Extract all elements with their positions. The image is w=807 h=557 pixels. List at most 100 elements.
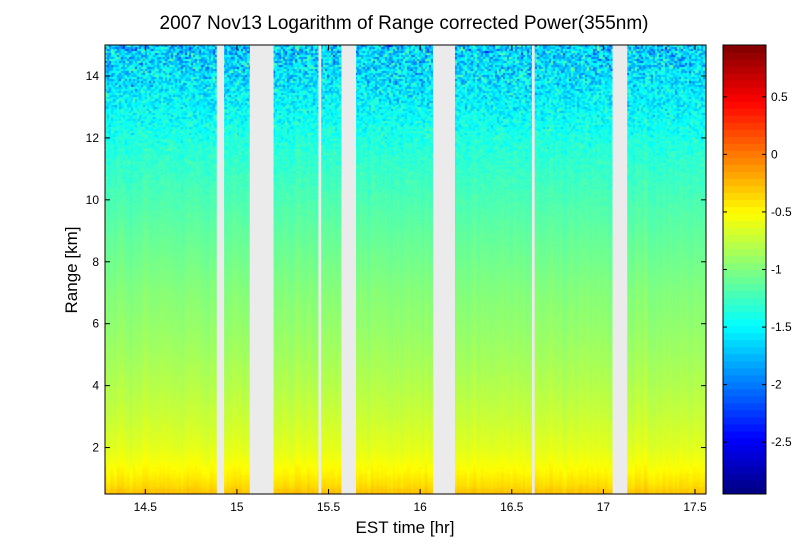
colorbar-band: [723, 416, 766, 425]
x-tick-label: 15.5: [317, 500, 341, 514]
colorbar-band: [723, 136, 766, 144]
y-tick-label: 14: [86, 69, 100, 83]
colorbar-band: [723, 444, 766, 453]
colorbar-band: [723, 241, 766, 250]
colorbar-band: [723, 87, 766, 95]
colorbar-band: [723, 318, 766, 327]
data-gap-band: [341, 45, 357, 494]
y-tick-label: 6: [92, 317, 99, 331]
colorbar-band: [723, 129, 766, 137]
colorbar-band: [723, 234, 766, 243]
data-gap-band: [318, 45, 322, 494]
colorbar-band: [723, 157, 766, 165]
colorbar-band: [723, 213, 766, 221]
x-tick-label: 15: [230, 500, 244, 514]
heatmap-image: [105, 45, 706, 494]
colorbar-band: [723, 94, 766, 102]
x-tick-label: 14.5: [134, 500, 158, 514]
colorbar-band: [723, 276, 766, 285]
colorbar-band: [723, 374, 766, 383]
colorbar-band: [723, 66, 766, 74]
colorbar-band: [723, 73, 766, 81]
colorbar-band: [723, 122, 766, 130]
colorbar-band: [723, 402, 766, 411]
x-tick-label: 17.5: [683, 500, 707, 514]
colorbar-band: [723, 423, 766, 432]
colorbar-tick-label: 0.5: [771, 90, 788, 104]
colorbar-band: [723, 486, 766, 494]
colorbar-band: [723, 381, 766, 390]
colorbar-band: [723, 192, 766, 200]
colorbar-band: [723, 199, 766, 207]
colorbar-band: [723, 101, 766, 109]
y-tick-label: 2: [92, 441, 99, 455]
data-gap-band: [216, 45, 225, 494]
colorbar-band: [723, 346, 766, 355]
x-tick-label: 17: [597, 500, 611, 514]
colorbar-band: [723, 80, 766, 88]
data-gap-band: [531, 45, 535, 494]
chart-title: 2007 Nov13 Logarithm of Range corrected …: [160, 13, 649, 34]
colorbar-tick-label: -2: [771, 378, 782, 392]
heatmap-plot: [105, 45, 706, 494]
colorbar-band: [723, 430, 766, 439]
colorbar-band: [723, 339, 766, 348]
colorbar-band: [723, 283, 766, 292]
colorbar-band: [723, 150, 766, 158]
colorbar-band: [723, 367, 766, 376]
colorbar-band: [723, 290, 766, 299]
y-axis-label: Range [km]: [62, 227, 81, 314]
x-axis: 14.5 15 15.5 16 16.5 17 17.5: [134, 45, 707, 514]
colorbar-band: [723, 115, 766, 123]
colorbar-band: [723, 164, 766, 172]
colorbar-band: [723, 304, 766, 313]
colorbar-tick-label: 0: [771, 147, 778, 161]
colorbar-band: [723, 388, 766, 397]
y-axis: 2 4 6 8 10 12 14: [86, 69, 706, 455]
colorbar-band: [723, 297, 766, 306]
data-gaps: [216, 45, 628, 494]
colorbar-band: [723, 206, 766, 214]
colorbar-band: [723, 311, 766, 320]
colorbar-band: [723, 353, 766, 362]
colorbar-band: [723, 472, 766, 481]
colorbar-band: [723, 178, 766, 186]
colorbar-band: [723, 255, 766, 264]
y-tick-label: 10: [86, 193, 100, 207]
colorbar-band: [723, 360, 766, 369]
colorbar-band: [723, 45, 766, 53]
colorbar-band: [723, 451, 766, 460]
colorbar-band: [723, 479, 766, 488]
colorbar-band: [723, 227, 766, 236]
data-gap-band: [612, 45, 628, 494]
y-tick-label: 4: [92, 379, 99, 393]
colorbar-band: [723, 171, 766, 179]
colorbar-band: [723, 269, 766, 278]
y-tick-label: 8: [92, 255, 99, 269]
colorbar-band: [723, 262, 766, 271]
y-tick-label: 12: [86, 131, 100, 145]
colorbar-band: [723, 52, 766, 60]
colorbar-band: [723, 185, 766, 193]
colorbar-band: [723, 220, 766, 229]
colorbar: [723, 45, 766, 494]
x-axis-label: EST time [hr]: [356, 518, 455, 537]
colorbar-band: [723, 409, 766, 418]
colorbar-band: [723, 143, 766, 151]
colorbar-axis: 0.5 0 -0.5 -1 -1.5 -2 -2.5: [723, 90, 792, 449]
colorbar-band: [723, 395, 766, 404]
x-tick-label: 16: [413, 500, 427, 514]
colorbar-band: [723, 108, 766, 116]
colorbar-tick-label: -1.5: [771, 320, 792, 334]
colorbar-band: [723, 437, 766, 446]
data-gap-band: [249, 45, 274, 494]
colorbar-band: [723, 458, 766, 467]
colorbar-tick-label: -2.5: [771, 435, 792, 449]
colorbar-band: [723, 248, 766, 257]
colorbar-band: [723, 59, 766, 67]
colorbar-band: [723, 325, 766, 334]
colorbar-tick-label: -0.5: [771, 205, 792, 219]
x-tick-label: 16.5: [500, 500, 524, 514]
colorbar-tick-label: -1: [771, 263, 782, 277]
